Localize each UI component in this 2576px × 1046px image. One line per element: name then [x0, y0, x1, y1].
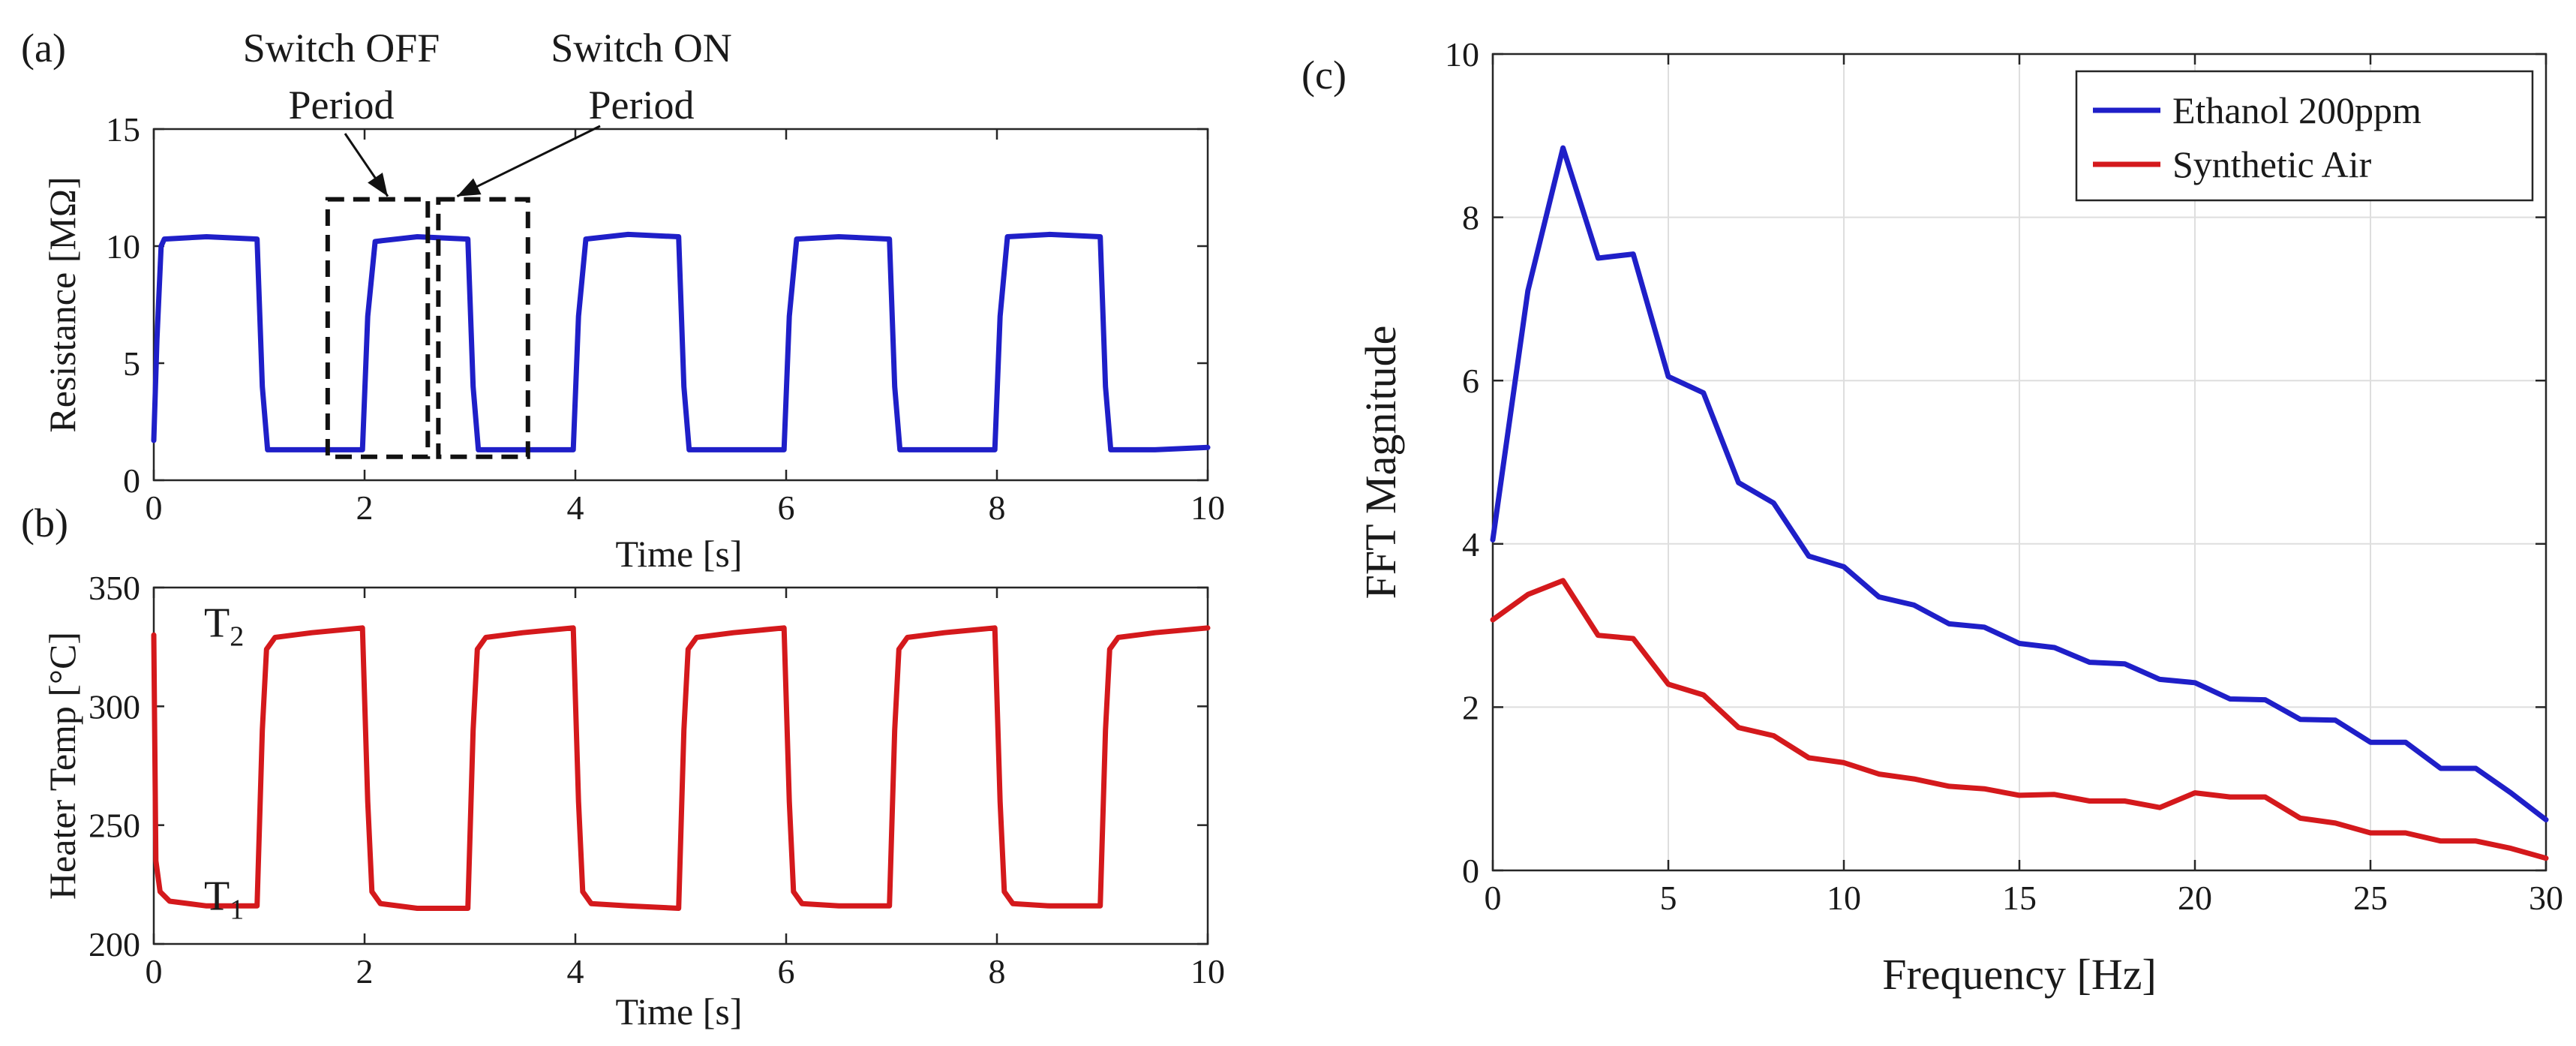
x-tick-label: 25: [2353, 879, 2388, 917]
series-line-b-heater-temp: [151, 625, 1211, 911]
panel-b: (b) 0 2 4 6 8 10 200 250 300 350 Time [s] Heater Tem…: [21, 500, 1225, 1032]
x-axis-label-a: Time [s]: [615, 533, 742, 575]
panel-a: (a) 0 2 4 6 8 10 0 5 10 15 Time [s] Resistance [MΩ] S…: [21, 26, 1225, 575]
x-tick-label: 15: [2002, 879, 2037, 917]
x-tick-label: 20: [2178, 879, 2212, 917]
x-tick-label: 30: [2529, 879, 2563, 917]
legend-box: [2075, 70, 2534, 202]
y-axis-label-b: Heater Temp [°C]: [41, 632, 83, 900]
series-line-a-resistance: [151, 231, 1211, 452]
y-tick-label: 300: [89, 687, 140, 726]
annotation-label-1-line1: Switch OFF: [243, 26, 440, 71]
panel-label-b: (b): [21, 500, 68, 546]
annotation-box-2: [436, 197, 530, 459]
y-tick-label: 350: [89, 569, 140, 607]
level-label-subscript: 2: [230, 621, 244, 653]
level-label-T1: T1: [204, 873, 244, 926]
x-tick-label: 0: [146, 488, 163, 527]
x-tick-label: 10: [1190, 488, 1225, 527]
series-line-c-synthetic-air: [1490, 578, 2549, 861]
y-axis-label-c: FFT Magnitude: [1356, 326, 1405, 600]
annotation-label-2-line2: Period: [589, 83, 695, 128]
x-tick-label: 5: [1660, 879, 1677, 917]
x-tick-label: 10: [1827, 879, 1861, 917]
y-tick-label: 250: [89, 807, 140, 845]
y-tick-label: 2: [1462, 688, 1479, 726]
x-tick-label: 2: [356, 488, 374, 527]
series-line-c-ethanol-200ppm: [1490, 145, 2549, 822]
x-tick-label: 8: [989, 952, 1006, 990]
x-axis-label-c: Frequency [Hz]: [1882, 950, 2157, 999]
y-tick-label: 15: [106, 110, 140, 149]
y-tick-label: 0: [1462, 852, 1479, 890]
y-tick-label: 10: [106, 227, 140, 266]
annotation-arrowhead-2: [457, 178, 482, 197]
annotation-label-1-line2: Period: [289, 83, 395, 128]
legend-label-2: Synthetic Air: [2172, 143, 2372, 185]
level-label-main: T: [204, 600, 230, 647]
y-tick-label: 6: [1462, 362, 1479, 400]
x-tick-label: 0: [1485, 879, 1502, 917]
y-tick-label: 0: [123, 461, 140, 500]
y-axis-label-a: Resistance [MΩ]: [41, 176, 83, 432]
x-tick-label: 4: [567, 952, 584, 990]
y-tick-label: 8: [1462, 199, 1479, 237]
x-axis-label-b: Time [s]: [615, 990, 742, 1032]
x-tick-label: 6: [778, 488, 795, 527]
y-tick-label: 5: [123, 344, 140, 383]
x-tick-label: 2: [356, 952, 374, 990]
level-label-T2: T2: [204, 600, 244, 653]
y-tick-label: 10: [1445, 35, 1479, 74]
level-label-subscript: 1: [230, 894, 244, 926]
annotation-arrow-2: [456, 125, 601, 197]
panel-label-c: (c): [1302, 53, 1347, 98]
level-label-main: T: [204, 873, 230, 920]
annotation-label-2-line1: Switch ON: [551, 26, 732, 71]
x-tick-label: 4: [567, 488, 584, 527]
x-tick-label: 8: [989, 488, 1006, 527]
x-tick-label: 10: [1190, 952, 1225, 990]
y-tick-label: 200: [89, 925, 140, 963]
x-tick-label: 6: [778, 952, 795, 990]
panel-c: (c) 0 5 10 15 20 25 30 0 2 4 6 8 10 Frequency [Hz] FFT …: [1302, 35, 2563, 999]
annotation-arrowhead-1: [368, 173, 388, 197]
y-tick-label: 4: [1462, 525, 1479, 564]
x-tick-label: 0: [146, 952, 163, 990]
legend-label-1: Ethanol 200ppm: [2172, 89, 2421, 131]
panel-label-a: (a): [21, 26, 66, 71]
